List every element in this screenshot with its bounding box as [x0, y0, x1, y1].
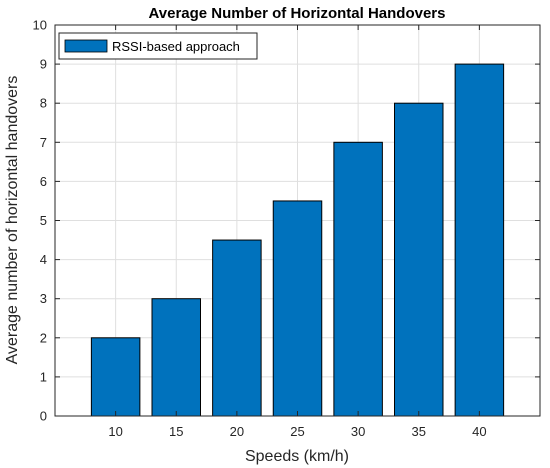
y-axis-ticks: 0 1 2 3 4 5 6 7 8 9 10 — [33, 18, 540, 424]
bar-35 — [394, 102, 444, 417]
y-tick-label: 7 — [40, 135, 47, 150]
y-tick-label: 1 — [40, 369, 47, 384]
y-tick-label: 0 — [40, 409, 47, 424]
y-axis-label: Average number of horizontal handovers — [4, 76, 21, 365]
x-tick-label: 35 — [412, 424, 426, 439]
y-tick-label: 10 — [33, 18, 47, 33]
legend-swatch — [64, 39, 108, 53]
x-tick-label: 40 — [472, 424, 486, 439]
bar-20 — [212, 239, 262, 417]
y-tick-label: 2 — [40, 330, 47, 345]
x-tick-label: 30 — [351, 424, 365, 439]
bar-15 — [151, 298, 201, 417]
chart-title: Average Number of Horizontal Handovers — [148, 5, 445, 22]
x-axis-label: Speeds (km/h) — [245, 448, 349, 465]
x-tick-label: 25 — [290, 424, 304, 439]
y-tick-label: 5 — [40, 213, 47, 228]
x-tick-label: 20 — [230, 424, 244, 439]
y-tick-label: 6 — [40, 174, 47, 189]
bar-30 — [333, 141, 383, 417]
bar-10 — [90, 337, 141, 417]
bars — [90, 63, 505, 417]
y-tick-label: 8 — [40, 96, 47, 111]
y-tick-label: 3 — [40, 291, 47, 306]
x-tick-label: 15 — [169, 424, 183, 439]
y-tick-label: 9 — [40, 57, 47, 72]
bar-40 — [454, 63, 505, 417]
bar-25 — [272, 200, 323, 417]
y-tick-label: 4 — [40, 252, 47, 267]
x-tick-label: 10 — [108, 424, 122, 439]
legend: RSSI-based approach — [58, 32, 258, 60]
legend-label: RSSI-based approach — [112, 39, 240, 54]
x-axis-ticks: 10 15 20 25 30 35 40 — [108, 25, 487, 439]
